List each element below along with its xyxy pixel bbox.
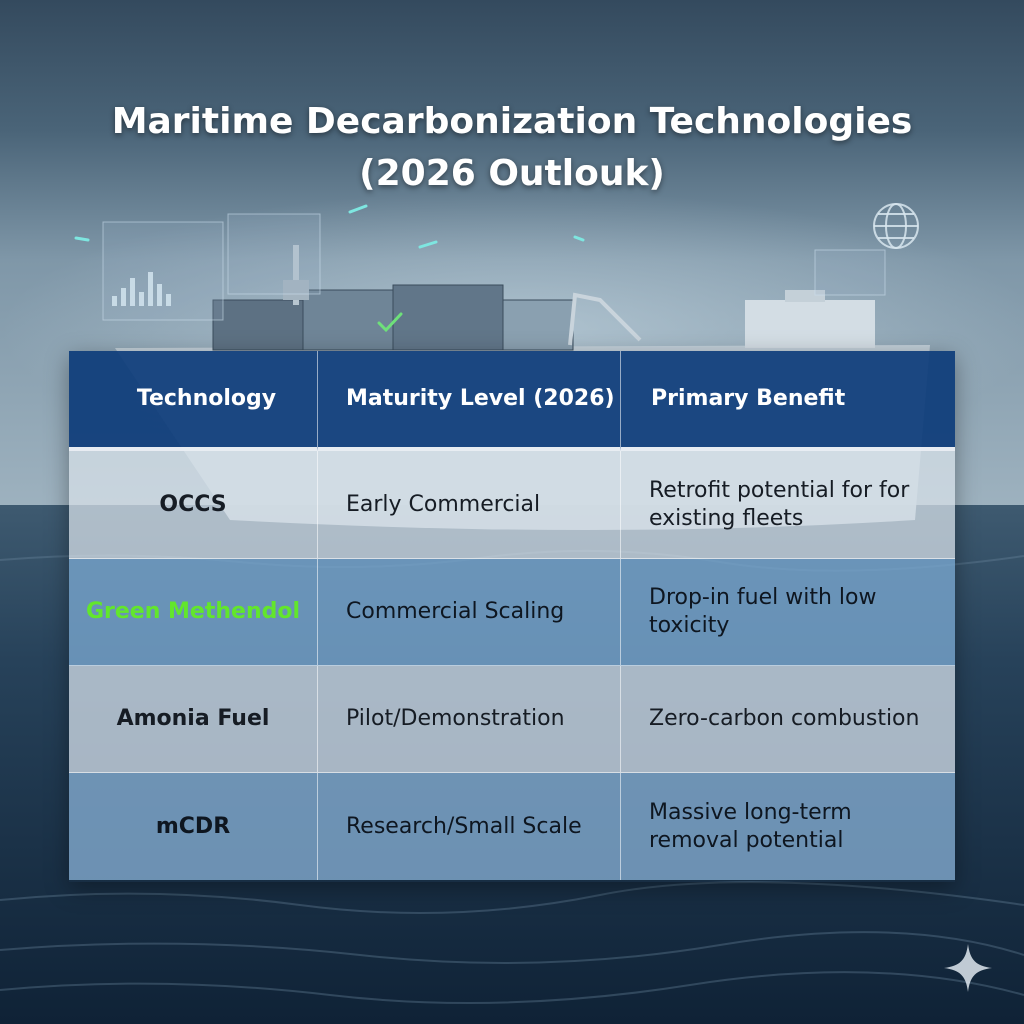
row-3-technology: Amonia Fuel [69, 666, 318, 773]
header-benefit: Primary Benefit [621, 351, 955, 451]
title-line-2: (2026 Outlouk) [359, 153, 665, 194]
row-3-benefit: Zero-carbon combustion [621, 666, 955, 773]
row-2-maturity: Commercial Scaling [318, 559, 621, 666]
title-line-1: Maritime Decarbonization Technologies [111, 101, 913, 142]
bar-chart-icon [112, 272, 171, 306]
technology-table: Technology Maturity Level (2026) Primary… [69, 351, 955, 882]
row-4-maturity: Research/Small Scale [318, 773, 621, 880]
row-3-maturity: Pilot/Demonstration [318, 666, 621, 773]
row-4-benefit: Massive long-term removal potential [621, 773, 955, 880]
sparkle-icon [944, 944, 992, 992]
header-technology: Technology [69, 351, 318, 451]
row-2-benefit: Drop-in fuel with low toxicity [621, 559, 955, 666]
row-1-benefit: Retrofit potential for for existing flee… [621, 451, 955, 559]
globe-icon [873, 203, 919, 249]
row-2-technology: Green Methendol [69, 559, 318, 666]
row-4-technology: mCDR [69, 773, 318, 880]
row-1-technology: OCCS [69, 451, 318, 559]
page-title: Maritime Decarbonization Technologies (2… [0, 96, 1024, 200]
header-maturity: Maturity Level (2026) [318, 351, 621, 451]
row-1-maturity: Early Commercial [318, 451, 621, 559]
check-icon [377, 312, 403, 333]
